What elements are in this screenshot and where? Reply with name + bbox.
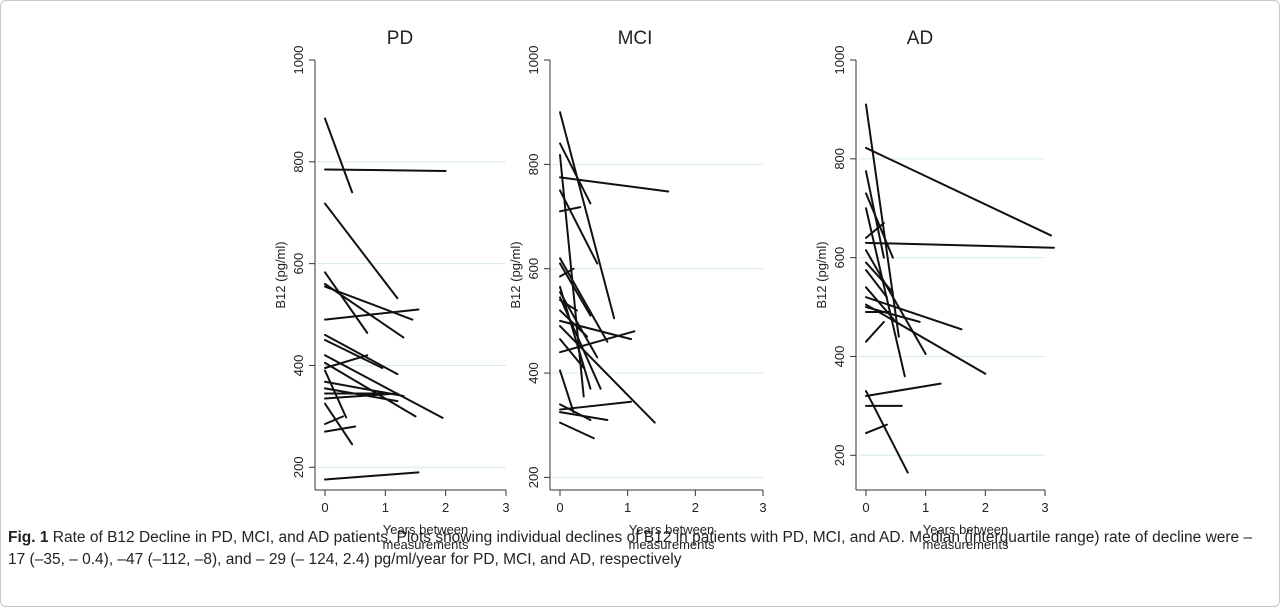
series-line-1-17 <box>559 338 585 369</box>
series-line-0-9 <box>324 354 444 419</box>
series-line-0-8 <box>324 333 399 376</box>
y-axis-label-0: B12 (pg/ml) <box>273 241 288 308</box>
y-tick-label-2-4: 1000 <box>832 46 847 75</box>
series-line-1-2 <box>559 176 670 193</box>
series-line-1-1 <box>559 142 592 205</box>
figure-caption: Fig. 1 Rate of B12 Decline in PD, MCI, a… <box>8 527 1270 571</box>
series-line-1-12 <box>559 299 578 312</box>
y-tick-label-0-3: 800 <box>291 151 306 173</box>
y-tick-label-2-2: 600 <box>832 247 847 269</box>
x-tick-label-0-3: 3 <box>502 500 509 515</box>
chart-title-0: PD <box>387 28 413 49</box>
x-axis-label-1-l2: measurements <box>629 537 715 552</box>
series-line-1-16 <box>559 319 633 341</box>
x-axis-label-2-l2: measurements <box>923 537 1009 552</box>
series-line-2-5 <box>865 241 1055 249</box>
x-tick-label-1-2: 2 <box>692 500 699 515</box>
y-tick-label-0-1: 400 <box>291 355 306 377</box>
series-line-0-7 <box>324 339 384 369</box>
series-line-2-1 <box>865 146 1052 237</box>
series-line-0-1 <box>324 168 447 172</box>
series-line-0-18 <box>324 425 357 433</box>
x-tick-label-2-3: 3 <box>1041 500 1048 515</box>
series-line-0-11 <box>324 354 369 369</box>
x-axis-label-0-l2: measurements <box>383 537 469 552</box>
y-tick-label-1-1: 400 <box>526 362 541 384</box>
series-line-2-10 <box>865 286 897 323</box>
series-line-0-13 <box>324 387 399 403</box>
x-tick-label-1-1: 1 <box>624 500 631 515</box>
series-line-1-0 <box>559 111 616 320</box>
series-line-1-11 <box>559 296 602 390</box>
series-line-1-7 <box>559 262 592 317</box>
series-line-1-15 <box>559 330 636 354</box>
series-line-1-21 <box>559 403 592 421</box>
series-line-0-2 <box>324 202 399 300</box>
series-line-0-16 <box>324 402 354 446</box>
series-line-1-5 <box>559 189 599 265</box>
series-line-2-9 <box>865 269 888 299</box>
series-line-1-19 <box>559 400 633 411</box>
series-line-2-4 <box>865 207 906 378</box>
y-tick-label-0-0: 200 <box>291 456 306 478</box>
y-tick-label-0-4: 1000 <box>291 46 306 75</box>
caption-label: Fig. 1 <box>8 529 49 546</box>
x-tick-label-2-0: 0 <box>862 500 869 515</box>
series-line-0-17 <box>324 369 348 419</box>
y-tick-label-1-3: 800 <box>526 153 541 175</box>
series-line-0-6 <box>324 308 420 321</box>
series-line-1-8 <box>559 267 575 278</box>
x-tick-label-0-0: 0 <box>321 500 328 515</box>
x-axis-label-0-l1: Years between <box>383 522 469 537</box>
series-line-1-14 <box>559 325 656 424</box>
series-line-2-15 <box>865 320 885 343</box>
x-tick-label-2-2: 2 <box>982 500 989 515</box>
y-tick-label-2-1: 400 <box>832 346 847 368</box>
y-tick-label-1-4: 1000 <box>526 46 541 75</box>
series-line-1-18 <box>559 369 575 414</box>
x-tick-label-1-3: 3 <box>759 500 766 515</box>
series-line-0-4 <box>324 285 414 321</box>
y-tick-label-2-3: 800 <box>832 148 847 170</box>
series-line-2-7 <box>865 249 927 355</box>
series-line-2-16 <box>865 382 942 397</box>
series-line-2-8 <box>865 261 894 294</box>
series-line-0-20 <box>324 471 420 481</box>
chart-title-1: MCI <box>618 28 653 49</box>
series-line-2-6 <box>865 222 885 239</box>
series-line-0-0 <box>324 117 354 194</box>
x-axis-label-1-l1: Years between <box>629 522 715 537</box>
series-line-1-22 <box>559 421 595 440</box>
x-tick-label-2-1: 1 <box>922 500 929 515</box>
y-axis-label-1: B12 (pg/ml) <box>508 241 523 308</box>
y-tick-label-2-0: 200 <box>832 444 847 466</box>
series-line-1-6 <box>559 257 609 343</box>
x-tick-label-1-0: 0 <box>556 500 563 515</box>
series-line-0-3 <box>324 271 369 334</box>
y-tick-label-1-0: 200 <box>526 467 541 489</box>
chart-title-2: AD <box>907 28 933 49</box>
y-axis-label-2: B12 (pg/ml) <box>814 241 829 308</box>
series-line-2-13 <box>865 306 921 323</box>
caption-text: Rate of B12 Decline in PD, MCI, and AD p… <box>8 529 1253 568</box>
series-line-2-18 <box>865 390 909 474</box>
x-tick-label-0-2: 2 <box>442 500 449 515</box>
y-tick-label-1-2: 600 <box>526 258 541 280</box>
series-line-2-19 <box>865 423 888 435</box>
series-line-0-19 <box>324 415 345 425</box>
x-tick-label-0-1: 1 <box>382 500 389 515</box>
series-line-2-12 <box>865 303 987 375</box>
series-line-2-11 <box>865 296 963 331</box>
x-axis-label-2-l1: Years between <box>923 522 1009 537</box>
y-tick-label-0-2: 600 <box>291 253 306 275</box>
series-line-0-5 <box>324 283 405 339</box>
